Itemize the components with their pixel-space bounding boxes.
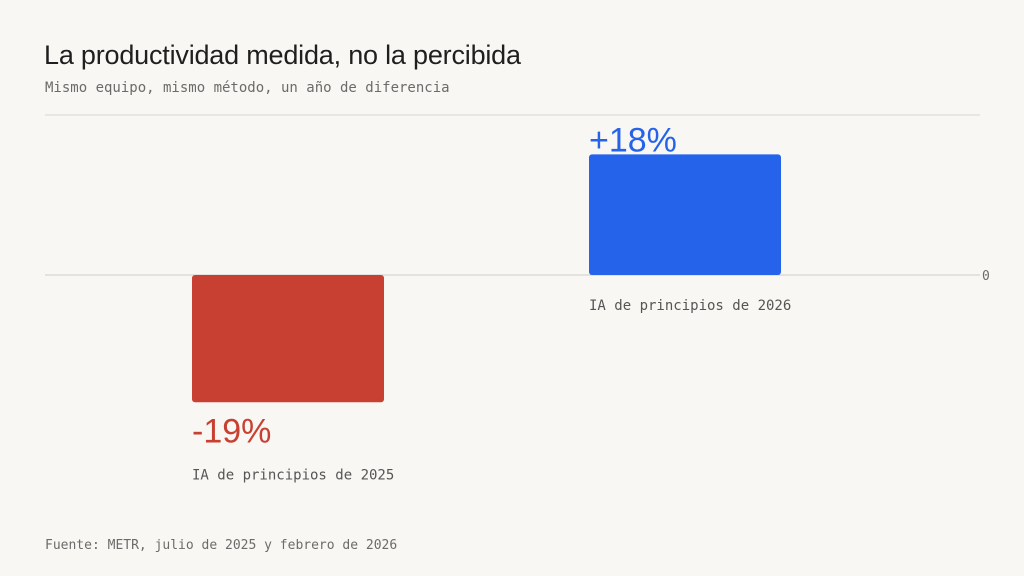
- bar-2: [589, 154, 781, 275]
- y-tick-label-zero: 0: [982, 269, 990, 284]
- bars-group: -19% IA de principios de 2025 +18% IA de pr…: [192, 121, 791, 483]
- bar-1: [192, 275, 384, 403]
- value-label-2: +18%: [589, 121, 677, 159]
- category-label-2: IA de principios de 2026: [589, 298, 791, 314]
- category-label-1: IA de principios de 2025: [192, 467, 394, 483]
- chart-subtitle: Mismo equipo, mismo método, un año de di…: [45, 80, 450, 96]
- chart-title: La productividad medida, no la percibida: [44, 40, 521, 70]
- source-note: Fuente: METR, julio de 2025 y febrero de…: [45, 538, 398, 553]
- value-label-1: -19%: [192, 412, 271, 450]
